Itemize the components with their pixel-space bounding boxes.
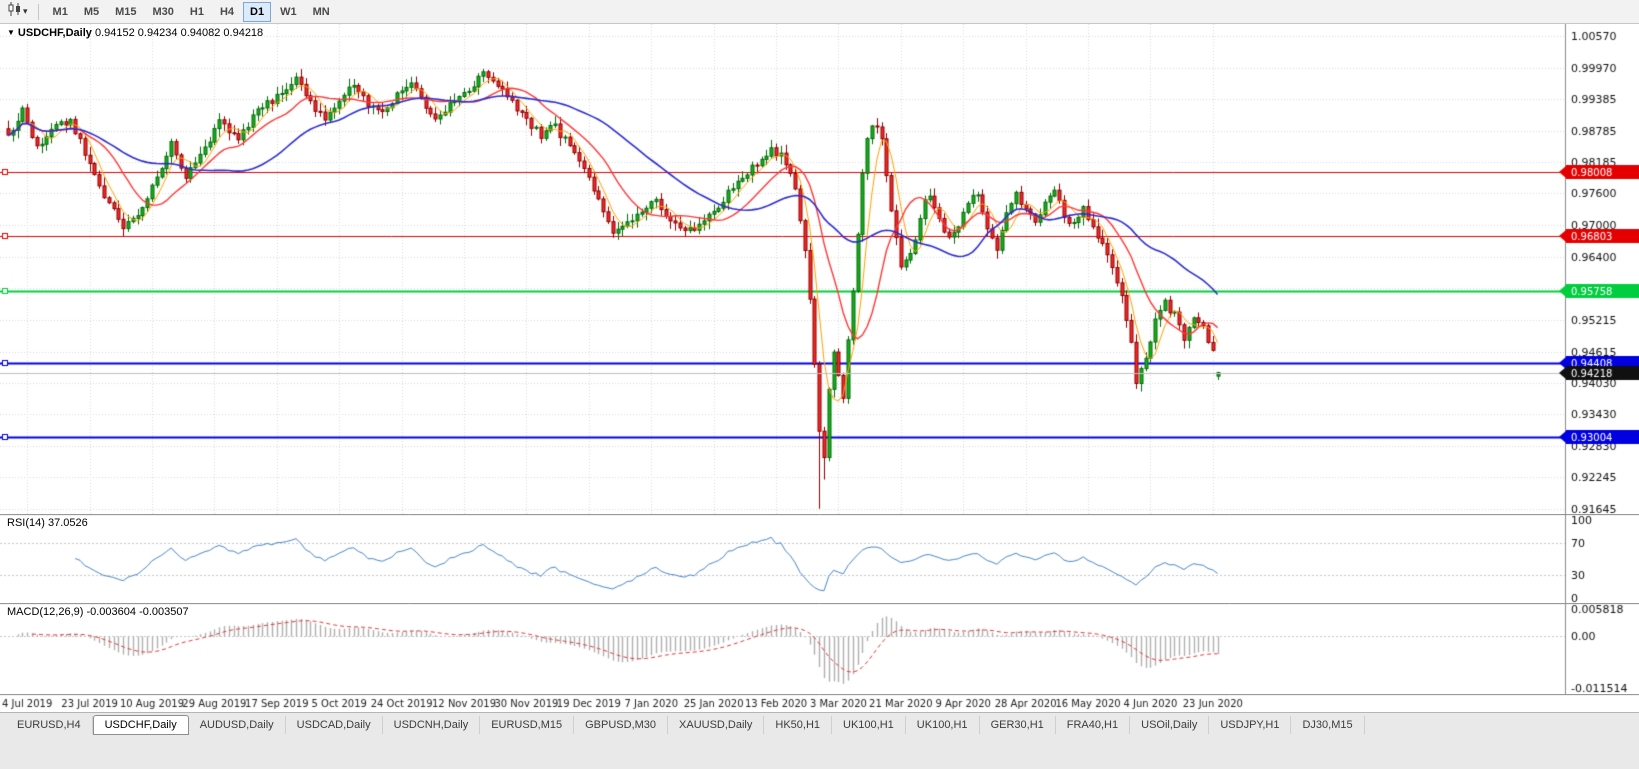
date-axis-canvas[interactable] (0, 694, 1639, 712)
timeframe-button-mn[interactable]: MN (312, 5, 330, 18)
chart-tab-eurusd-h4[interactable]: EURUSD,H4 (6, 715, 93, 734)
chart-tab-audusd-daily[interactable]: AUDUSD,Daily (189, 715, 286, 734)
window-footer (0, 736, 1639, 769)
timeframe-button-m30[interactable]: M30 (152, 5, 174, 18)
timeframe-toolbar: ▾ M1 M5 M15 M30 H1 H4 D1 W1 MN (0, 0, 1639, 24)
chart-tab-xauusd-daily[interactable]: XAUUSD,Daily (668, 715, 765, 734)
chart-tab-usdcad-daily[interactable]: USDCAD,Daily (286, 715, 383, 734)
chart-type-button[interactable]: ▾ (4, 0, 31, 23)
timeframe-button-m5[interactable]: M5 (83, 5, 100, 18)
chart-tab-gbpusd-m30[interactable]: GBPUSD,M30 (574, 715, 669, 734)
timeframe-buttons: M1 M5 M15 M30 H1 H4 D1 W1 MN (45, 1, 338, 22)
chart-tab-uk100-h1[interactable]: UK100,H1 (906, 715, 980, 734)
date-axis (0, 694, 1639, 712)
rsi-panel: RSI(14) 37.0526 (0, 514, 1639, 603)
timeframe-button-m1[interactable]: M1 (52, 5, 68, 18)
price-chart-panel: ▼ USDCHF,Daily 0.94152 0.94234 0.94082 0.… (0, 24, 1639, 514)
rsi-canvas[interactable] (0, 514, 1639, 603)
chart-tab-uk100-h1[interactable]: UK100,H1 (832, 715, 906, 734)
chart-tab-usdcnh-daily[interactable]: USDCNH,Daily (383, 715, 481, 734)
chart-tab-usdchf-daily[interactable]: USDCHF,Daily (92, 715, 189, 735)
toolbar-separator (37, 3, 39, 20)
chart-tab-ger30-h1[interactable]: GER30,H1 (980, 715, 1056, 734)
macd-panel: MACD(12,26,9) -0.003604 -0.003507 (0, 603, 1639, 694)
chart-tab-usoil-daily[interactable]: USOil,Daily (1130, 715, 1210, 734)
candlestick-chart-icon (7, 2, 22, 21)
timeframe-button-d1[interactable]: D1 (243, 1, 272, 22)
chart-tab-fra40-h1[interactable]: FRA40,H1 (1056, 715, 1131, 734)
macd-canvas[interactable] (0, 603, 1639, 694)
chart-tabbar: EURUSD,H4 USDCHF,Daily AUDUSD,Daily USDCAD,… (0, 712, 1639, 736)
chart-tab-hk50-h1[interactable]: HK50,H1 (764, 715, 833, 734)
timeframe-button-h4[interactable]: H4 (219, 5, 235, 18)
chart-tab-usdjpy-h1[interactable]: USDJPY,H1 (1209, 715, 1292, 734)
timeframe-button-w1[interactable]: W1 (280, 5, 297, 18)
chart-tab-dj30-m15[interactable]: DJ30,M15 (1291, 715, 1365, 734)
chart-tab-eurusd-m15[interactable]: EURUSD,M15 (480, 715, 575, 734)
timeframe-button-m15[interactable]: M15 (115, 5, 137, 18)
price-chart-canvas[interactable] (0, 24, 1639, 514)
dropdown-caret-icon[interactable]: ▾ (23, 6, 28, 16)
timeframe-button-h1[interactable]: H1 (189, 5, 204, 18)
